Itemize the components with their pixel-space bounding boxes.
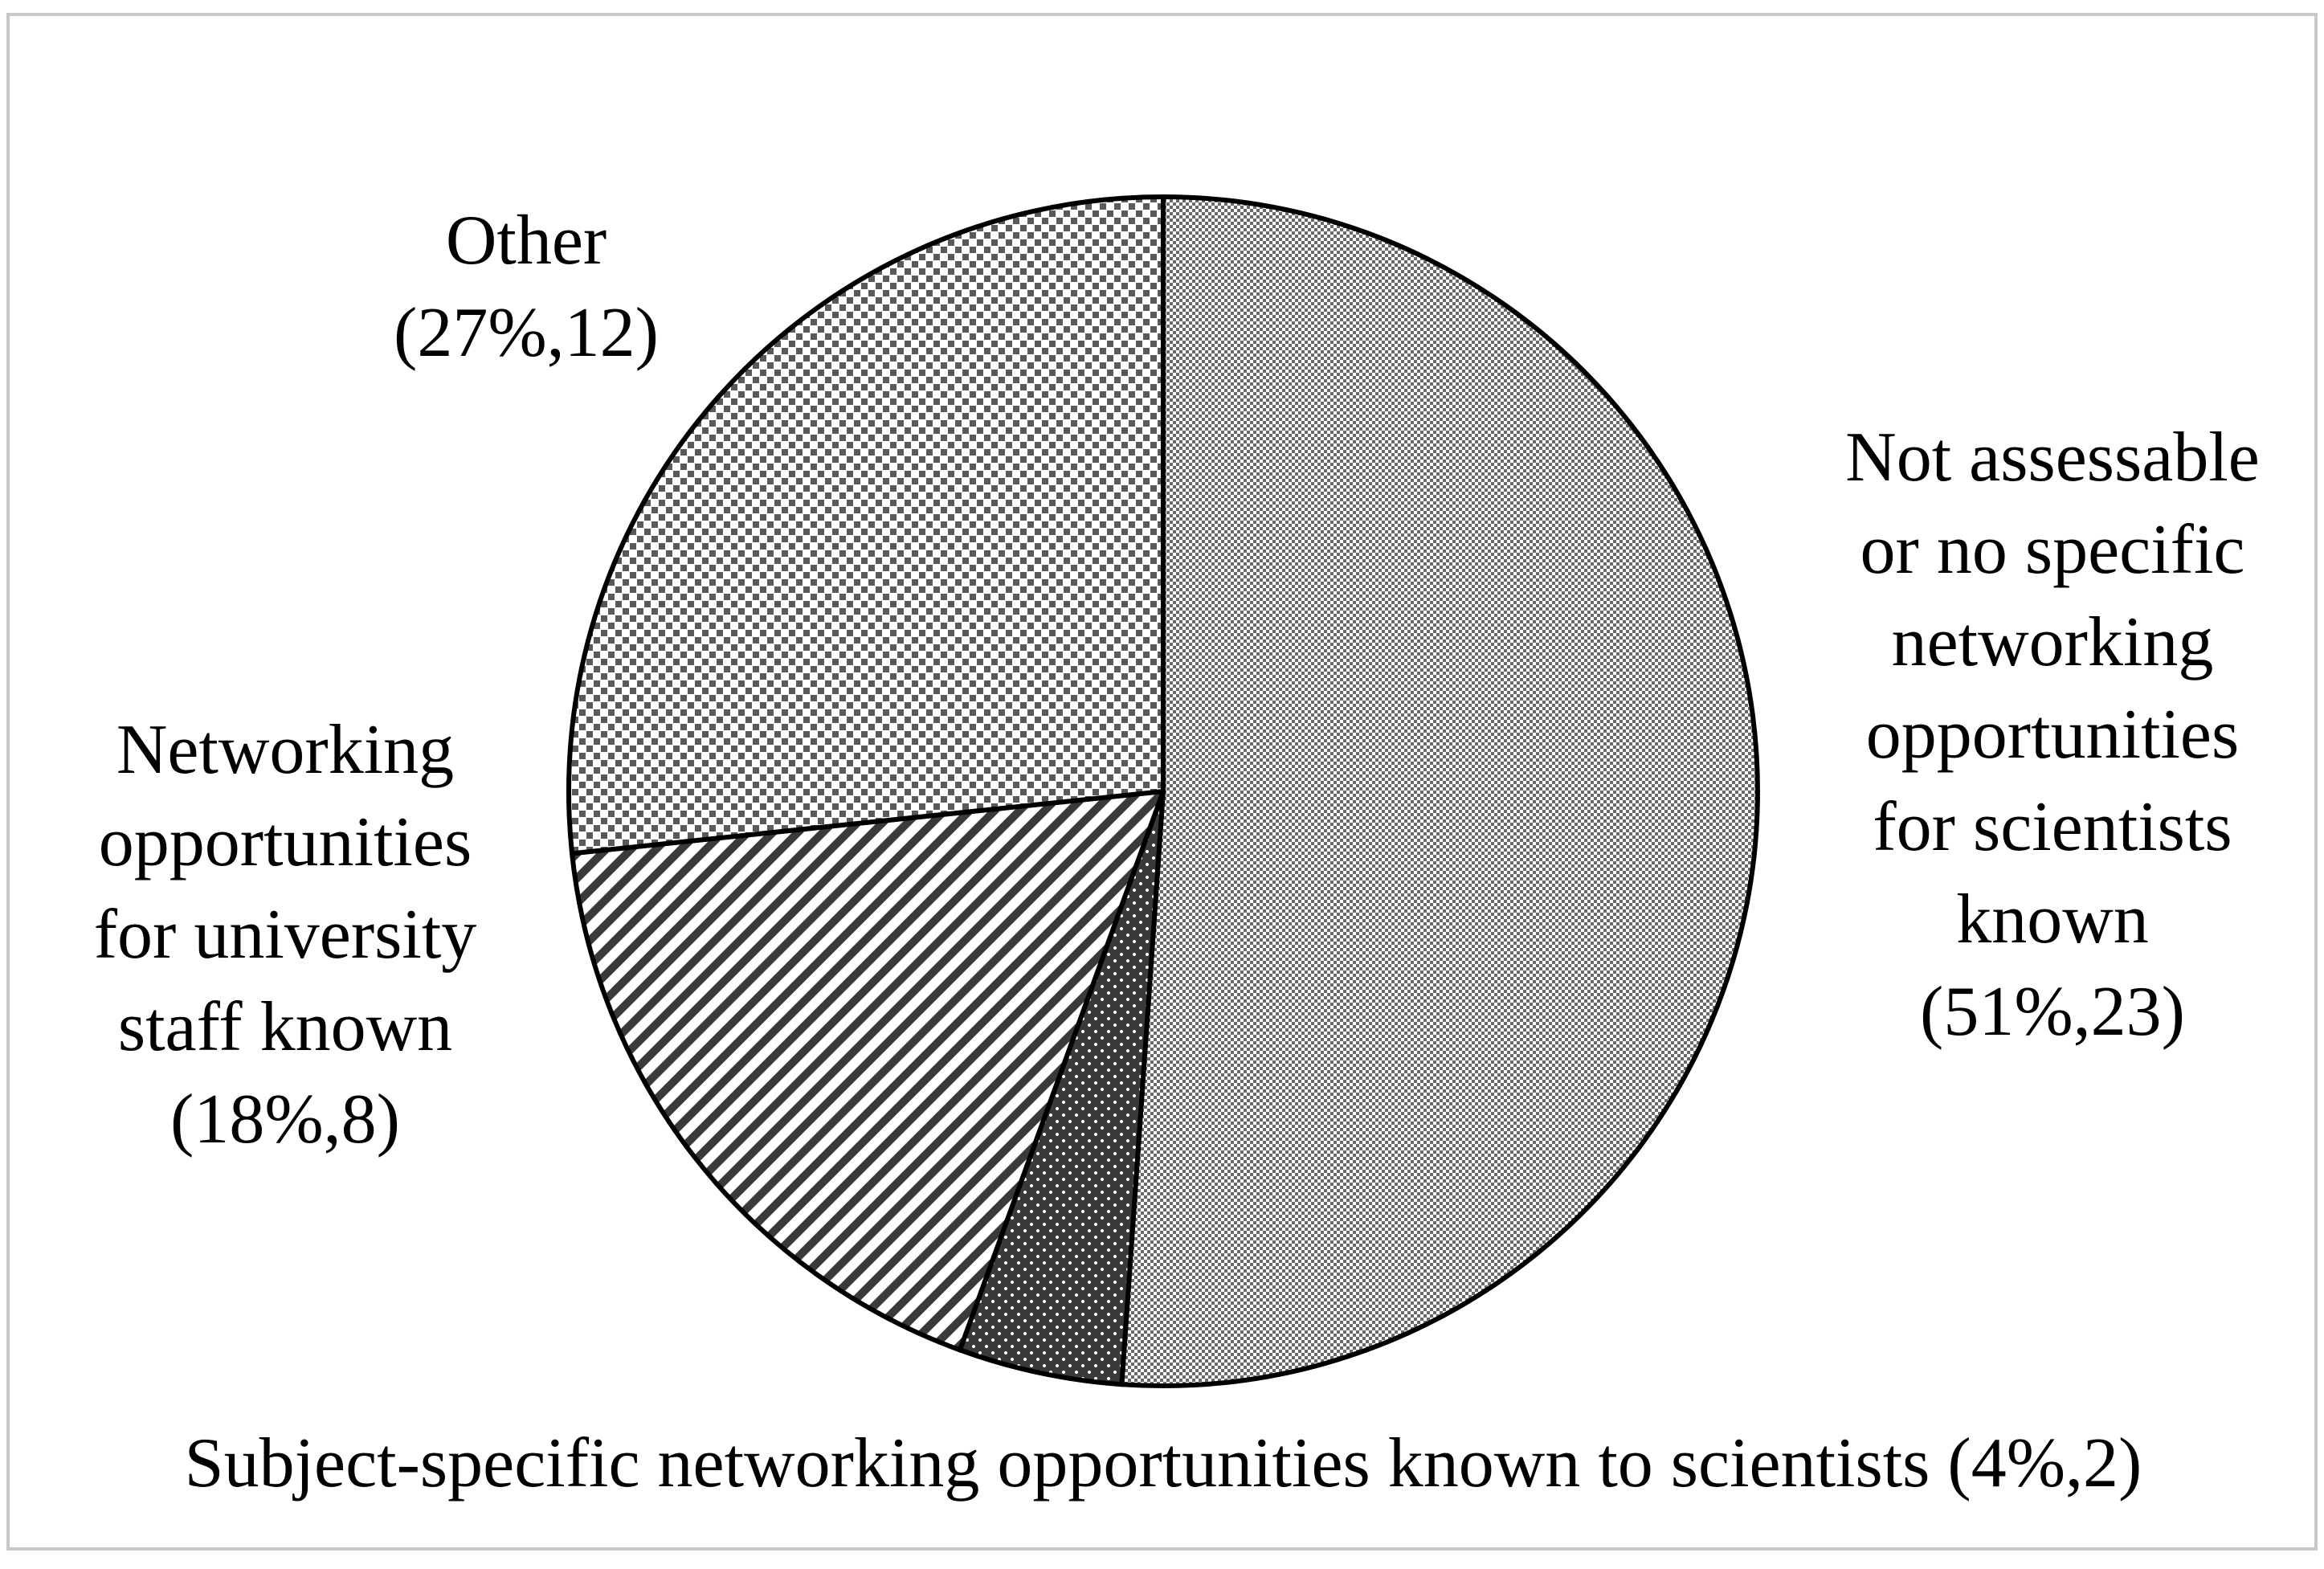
slice-label-line: Other <box>446 202 607 280</box>
slice-label-line: Networking <box>116 711 454 789</box>
slice-label-line: Subject-specific networking opportunitie… <box>185 1424 2142 1502</box>
slice-label-line: known <box>1956 881 2149 958</box>
slice-label-3: Networking opportunities for university sta… <box>94 711 477 1158</box>
pie-slice-2 <box>957 789 1166 1387</box>
slice-label-line: for university <box>94 896 477 974</box>
slice-label-line: Not assessable <box>1845 419 2260 496</box>
pie-slice-1 <box>1119 194 1760 1388</box>
slice-label-1: Not assessable or no specific networking op… <box>1845 419 2260 1051</box>
slice-label-2: Subject-specific networking opportunitie… <box>185 1424 2142 1502</box>
slice-label-line: (51%,23) <box>1920 973 2185 1051</box>
pie-slice-4 <box>566 194 1166 856</box>
slice-label-line: or no specific <box>1860 511 2245 589</box>
slice-label-4: Other (27%,12) <box>394 202 659 372</box>
slice-label-line: opportunities <box>1866 696 2239 774</box>
slice-label-line: networking <box>1892 603 2214 681</box>
pie-labels: Not assessable or no specific networking op… <box>94 202 2260 1502</box>
slice-label-line: for scientists <box>1873 788 2232 866</box>
pie-slice-3 <box>570 789 1166 1353</box>
slice-label-line: staff known <box>118 988 452 1066</box>
slice-label-line: (18%,8) <box>170 1081 400 1158</box>
slice-label-line: (27%,12) <box>394 294 659 372</box>
slice-label-line: opportunities <box>99 803 472 881</box>
pie-slices <box>566 194 1760 1388</box>
